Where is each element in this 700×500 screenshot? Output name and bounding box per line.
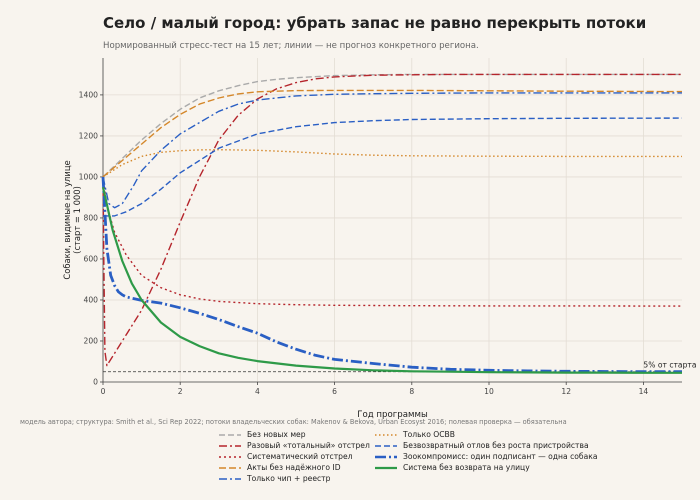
legend-item: Только чип + реестр <box>219 473 367 484</box>
y-tick-label: 200 <box>84 337 99 346</box>
series-line-8 <box>101 176 682 374</box>
legend-label: Только чип + реестр <box>247 474 331 483</box>
y-tick-label: 1400 <box>79 91 98 100</box>
x-tick-label: 6 <box>332 387 337 396</box>
legend-item: Только ОСВВ <box>375 429 605 440</box>
x-tick-label: 2 <box>178 387 183 396</box>
y-tick-label: 600 <box>84 255 99 264</box>
series-line-4 <box>102 89 683 178</box>
y-tick-label: 400 <box>84 296 99 305</box>
y-tick-label: 1200 <box>79 132 98 141</box>
x-tick-label: 0 <box>101 387 106 396</box>
legend-label: Без новых мер <box>247 430 306 439</box>
legend-item: Система без возврата на улицу <box>375 462 605 473</box>
chart-title: Село / малый город: убрать запас не равн… <box>103 14 647 32</box>
x-axis-label: Год программы <box>357 410 428 420</box>
x-tick-label: 12 <box>561 387 571 396</box>
series-line-9 <box>101 186 682 374</box>
reference-label: 5% от старта <box>643 361 696 370</box>
series-line-3 <box>102 176 683 307</box>
legend-swatch <box>375 455 397 458</box>
chart-subtitle: Нормированный стресс-тест на 15 лет; лин… <box>103 41 479 51</box>
x-tick-label: 8 <box>409 387 414 396</box>
y-axis-label: Собаки, видимые на улице(старт = 1 000) <box>62 160 82 279</box>
legend-swatch <box>219 477 241 480</box>
legend-item: Зоокомпромисс: один подписант — одна соб… <box>375 451 605 462</box>
legend-label: Безвозвратный отлов без роста пристройст… <box>403 441 589 450</box>
y-tick-label: 800 <box>84 214 99 223</box>
x-tick-label: 4 <box>255 387 260 396</box>
legend-swatch <box>375 466 397 469</box>
x-tick-label: 14 <box>639 387 649 396</box>
source-footnote: модель автора; структура: Smith et al., … <box>20 418 567 426</box>
plot-area <box>103 58 682 382</box>
legend-label: Систематический отстрел <box>247 452 353 461</box>
legend-label: Зоокомпромисс: один подписант — одна соб… <box>403 452 598 461</box>
legend-swatch <box>375 433 397 436</box>
y-tick-label: 1000 <box>79 173 98 182</box>
legend-item: Безвозвратный отлов без роста пристройст… <box>375 440 605 451</box>
legend-label: Только ОСВВ <box>403 430 455 439</box>
series-line-2 <box>102 73 682 367</box>
legend-swatch <box>219 433 241 436</box>
legend-swatch <box>219 444 241 447</box>
chart-legend: Без новых мер Только ОСВВ Разовый «тотальн… <box>219 429 619 484</box>
legend-item: Систематический отстрел <box>219 451 367 462</box>
legend-swatch <box>375 444 397 447</box>
legend-swatch <box>219 455 241 458</box>
x-tick-label: 10 <box>484 387 494 396</box>
legend-label: Разовый «тотальный» отстрел <box>247 441 370 450</box>
legend-swatch <box>219 466 241 469</box>
series-line-1 <box>102 73 682 178</box>
series-line-5 <box>102 92 682 209</box>
legend-item: Разовый «тотальный» отстрел <box>219 440 370 451</box>
legend-item: Акты без надёжного ID <box>219 462 367 473</box>
legend-label: Акты без надёжного ID <box>247 463 341 472</box>
series-line-6 <box>102 149 682 178</box>
y-tick-label: 0 <box>93 378 98 387</box>
series-line-7 <box>103 117 683 217</box>
legend-item: Без новых мер <box>219 429 367 440</box>
legend-label: Система без возврата на улицу <box>403 463 530 472</box>
